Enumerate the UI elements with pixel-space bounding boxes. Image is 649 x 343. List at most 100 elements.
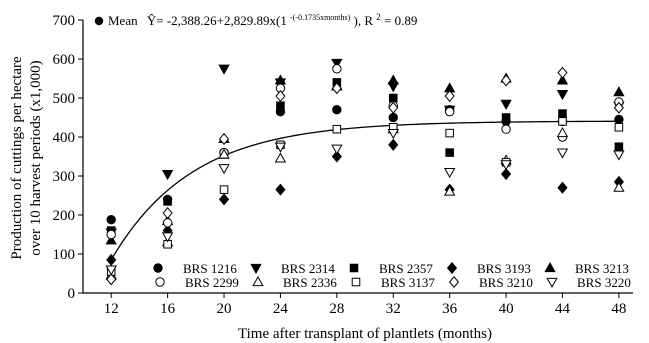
data-point — [614, 142, 624, 152]
legend-marker — [155, 277, 165, 287]
data-point — [445, 148, 454, 157]
y-tick-label: 100 — [53, 247, 76, 263]
legend-label: BRS 3210 — [479, 275, 533, 290]
series-brs-2336 — [105, 80, 625, 280]
data-point — [444, 106, 455, 117]
data-point — [161, 232, 174, 243]
legend-label: BRS 3137 — [381, 275, 435, 290]
data-point — [613, 150, 625, 161]
data-point — [106, 229, 116, 240]
data-point — [274, 152, 287, 163]
data-point — [106, 273, 117, 286]
data-point — [387, 74, 399, 85]
r2-superscript: 2 — [376, 12, 381, 22]
regression-equation: Mean Ŷ= -2,388.26+2,829.89x(1 -(-0.1735x… — [94, 8, 417, 28]
data-point — [557, 66, 568, 79]
legend-label: BRS 2314 — [281, 261, 335, 276]
regression-curve — [110, 120, 619, 261]
data-point — [105, 234, 117, 245]
legend-label: BRS 2299 — [185, 275, 239, 290]
legend-marker — [446, 261, 458, 275]
x-tick-label: 12 — [104, 301, 119, 317]
y-tick-label: 700 — [53, 13, 76, 29]
data-point — [162, 207, 173, 220]
legend-label: BRS 1216 — [183, 261, 237, 276]
series-brs-2314 — [105, 58, 625, 239]
data-point — [445, 128, 454, 138]
series-brs-2357 — [106, 78, 624, 235]
data-point — [275, 90, 286, 103]
legend-marker — [252, 275, 264, 287]
x-tick-label: 44 — [555, 301, 571, 317]
legend-label: BRS 3220 — [577, 275, 631, 290]
legend-label: BRS 2357 — [379, 261, 433, 276]
legend-label: BRS 2336 — [283, 275, 337, 290]
data-point — [218, 193, 230, 206]
legend-item: BRS 3193 — [446, 261, 531, 276]
y-tick-label: 500 — [53, 91, 76, 107]
series-brs-3193 — [106, 138, 624, 266]
data-point — [443, 168, 456, 179]
data-point — [332, 124, 342, 134]
y-axis-label-line-2: over 10 harvest periods (x1,000) — [28, 60, 44, 255]
data-point — [331, 144, 343, 155]
data-point — [388, 138, 399, 151]
legend-item: BRS 3213 — [544, 261, 629, 276]
legend-item: BRS 2299 — [155, 275, 239, 290]
r2-value: = 0.89 — [384, 13, 417, 28]
data-points-layer — [105, 58, 625, 286]
series-brs-3220 — [105, 129, 625, 276]
data-point — [558, 109, 567, 118]
legend-item: BRS 2314 — [250, 261, 335, 276]
data-point — [218, 132, 230, 145]
series-brs-3213 — [105, 72, 625, 245]
y-tick-label: 0 — [68, 286, 76, 302]
data-point — [276, 101, 285, 111]
series-brs-3210 — [106, 66, 624, 286]
data-point — [444, 90, 455, 103]
mean-label: Mean — [108, 13, 138, 28]
data-point — [218, 148, 230, 159]
legend-marker — [153, 263, 163, 273]
x-tick-label: 36 — [442, 301, 458, 317]
svg-text:Mean Ŷ= -2,388.26+2,829.: Mean Ŷ= -2,388.26+2,829.89x(1 -(-0.1735x… — [108, 8, 417, 28]
regression-curve-layer — [110, 120, 619, 261]
legend-item: BRS 3210 — [448, 275, 533, 290]
data-point — [388, 112, 398, 123]
data-point — [556, 148, 569, 159]
data-point — [161, 169, 174, 181]
data-point — [557, 181, 568, 194]
legend: BRS 1216 BRS 2314 BRS 2357 BRS 3193 BRS 3213… — [153, 261, 631, 290]
data-point — [219, 185, 229, 194]
x-axis-label: Time after transplant of plantlets (mont… — [238, 326, 492, 342]
data-point — [613, 181, 625, 192]
data-point — [501, 74, 512, 87]
legend-label: BRS 3213 — [575, 261, 629, 276]
data-point — [613, 101, 624, 114]
legend-label: BRS 3193 — [477, 261, 531, 276]
data-point — [501, 168, 512, 181]
x-tick-label: 20 — [217, 301, 232, 317]
y-tick-label: 300 — [53, 169, 76, 185]
data-point — [162, 218, 173, 228]
data-point — [613, 86, 625, 97]
data-point — [387, 129, 399, 140]
data-point — [331, 150, 342, 163]
data-point — [218, 64, 230, 75]
x-tick-label: 28 — [329, 301, 344, 317]
data-point — [332, 105, 342, 115]
data-point — [388, 101, 399, 114]
data-point — [106, 214, 116, 225]
legend-marker — [250, 263, 262, 275]
legend-marker — [544, 261, 556, 273]
data-point — [274, 142, 287, 153]
data-point — [331, 82, 342, 95]
data-point — [558, 117, 567, 126]
x-tick-label: 16 — [160, 301, 176, 317]
legend-marker — [349, 263, 359, 273]
data-point — [614, 122, 624, 132]
data-point — [500, 99, 512, 110]
y-tick-label: 400 — [53, 130, 76, 146]
data-point — [105, 265, 117, 276]
